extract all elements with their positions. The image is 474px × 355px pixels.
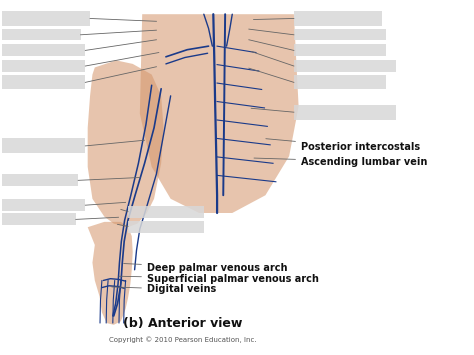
FancyBboxPatch shape — [2, 199, 85, 211]
FancyBboxPatch shape — [294, 29, 386, 40]
Polygon shape — [88, 60, 164, 227]
FancyBboxPatch shape — [294, 11, 382, 26]
FancyBboxPatch shape — [294, 105, 396, 120]
Text: Digital veins: Digital veins — [112, 284, 216, 294]
Text: Deep palmar venous arch: Deep palmar venous arch — [124, 263, 287, 273]
FancyBboxPatch shape — [294, 44, 386, 56]
Text: Superficial palmar venous arch: Superficial palmar venous arch — [119, 274, 319, 284]
FancyBboxPatch shape — [294, 60, 396, 72]
FancyBboxPatch shape — [2, 75, 85, 89]
FancyBboxPatch shape — [2, 44, 85, 56]
FancyBboxPatch shape — [294, 75, 386, 89]
FancyBboxPatch shape — [2, 11, 90, 26]
FancyBboxPatch shape — [128, 206, 204, 218]
Text: (b) Anterior view: (b) Anterior view — [123, 317, 242, 329]
FancyBboxPatch shape — [2, 213, 76, 225]
FancyBboxPatch shape — [2, 60, 85, 72]
Polygon shape — [88, 222, 133, 325]
FancyBboxPatch shape — [128, 221, 204, 233]
FancyBboxPatch shape — [2, 29, 81, 40]
Text: Copyright © 2010 Pearson Education, Inc.: Copyright © 2010 Pearson Education, Inc. — [109, 337, 256, 343]
FancyBboxPatch shape — [2, 138, 85, 153]
Text: Posterior intercostals: Posterior intercostals — [266, 139, 420, 152]
Text: Ascending lumbar vein: Ascending lumbar vein — [254, 157, 428, 166]
Polygon shape — [140, 14, 299, 213]
FancyBboxPatch shape — [2, 174, 78, 186]
